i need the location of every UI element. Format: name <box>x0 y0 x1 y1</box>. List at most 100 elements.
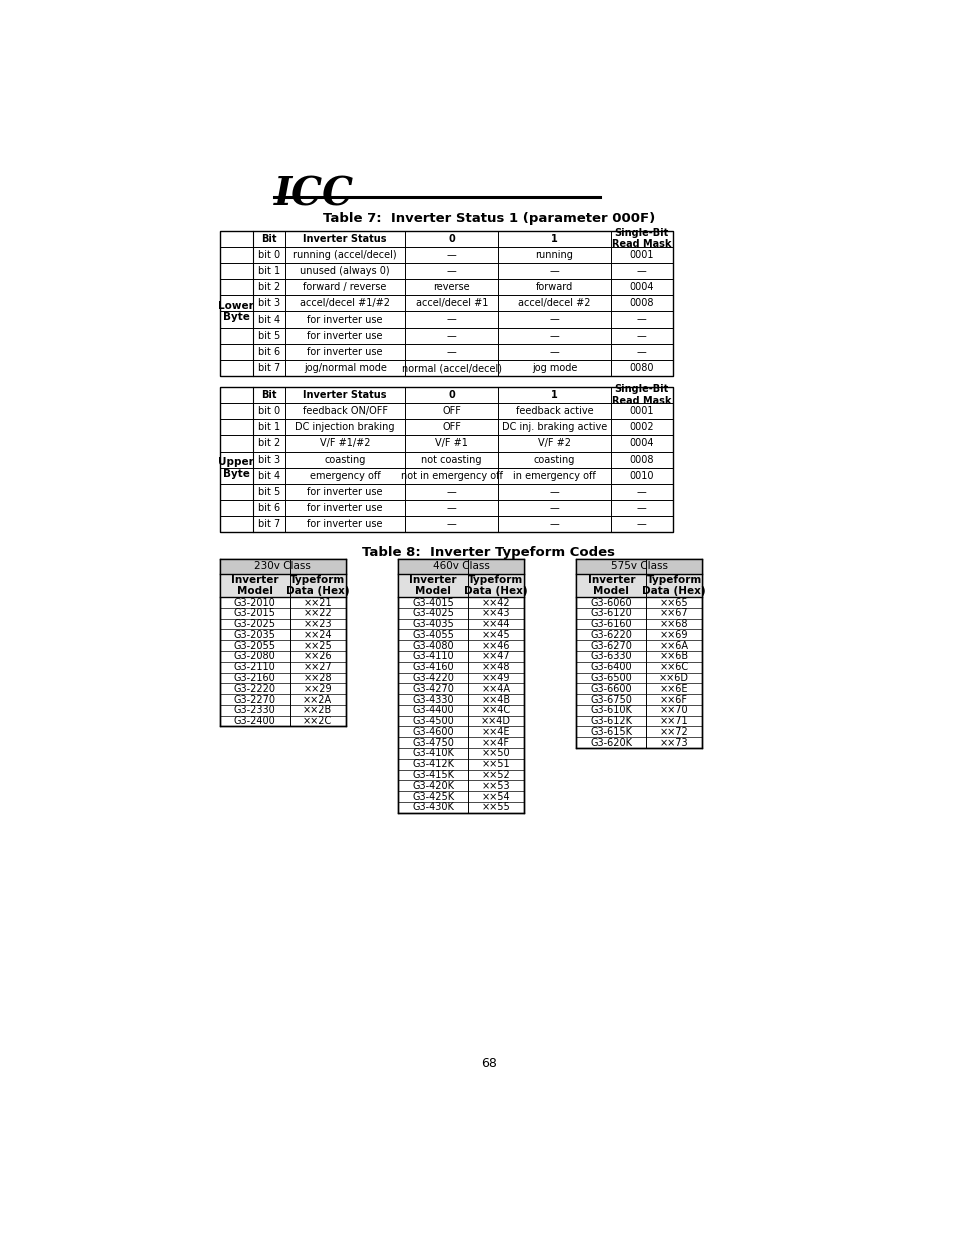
Text: for inverter use: for inverter use <box>307 347 382 357</box>
Text: ××72: ××72 <box>659 727 688 737</box>
Text: 575v Class: 575v Class <box>610 562 667 572</box>
Text: G3-420K: G3-420K <box>412 781 454 790</box>
Text: ××51: ××51 <box>481 760 510 769</box>
Text: G3-615K: G3-615K <box>590 727 632 737</box>
Text: Single-Bit
Read Mask: Single-Bit Read Mask <box>611 384 671 406</box>
Text: DC injection braking: DC injection braking <box>295 422 395 432</box>
Text: Inverter Status: Inverter Status <box>303 390 387 400</box>
Text: ××6F: ××6F <box>659 694 687 704</box>
Bar <box>397 558 523 574</box>
Text: Bit: Bit <box>261 390 276 400</box>
Text: —: — <box>446 249 456 259</box>
Text: 0001: 0001 <box>629 249 653 259</box>
Text: 0080: 0080 <box>629 363 653 373</box>
Text: bit 5: bit 5 <box>257 331 279 341</box>
Text: ××47: ××47 <box>481 651 510 662</box>
Text: ××6C: ××6C <box>659 662 688 672</box>
Text: G3-4500: G3-4500 <box>412 716 454 726</box>
Text: G3-4400: G3-4400 <box>412 705 454 715</box>
Text: ××4E: ××4E <box>481 727 510 737</box>
Text: —: — <box>446 266 456 275</box>
Text: for inverter use: for inverter use <box>307 503 382 514</box>
Text: 0008: 0008 <box>629 454 653 464</box>
Text: G3-6500: G3-6500 <box>590 673 632 683</box>
Text: accel/decel #2: accel/decel #2 <box>517 299 590 309</box>
Text: bit 4: bit 4 <box>257 471 279 480</box>
Text: coasting: coasting <box>324 454 365 464</box>
Text: G3-2080: G3-2080 <box>233 651 275 662</box>
Text: G3-2025: G3-2025 <box>233 619 275 629</box>
Text: ××69: ××69 <box>659 630 688 640</box>
Text: ××49: ××49 <box>481 673 510 683</box>
Text: not in emergency off: not in emergency off <box>400 471 502 480</box>
Text: G3-2015: G3-2015 <box>233 609 275 619</box>
Text: —: — <box>636 487 646 496</box>
Text: 0008: 0008 <box>629 299 653 309</box>
Text: ××6B: ××6B <box>659 651 688 662</box>
Text: 460v Class: 460v Class <box>432 562 489 572</box>
Text: for inverter use: for inverter use <box>307 331 382 341</box>
Text: Bit: Bit <box>261 233 276 243</box>
Text: Single-Bit
Read Mask: Single-Bit Read Mask <box>611 228 671 249</box>
Text: accel/decel #1/#2: accel/decel #1/#2 <box>300 299 390 309</box>
Text: ××54: ××54 <box>481 792 510 802</box>
Text: G3-4220: G3-4220 <box>412 673 454 683</box>
Text: ××6E: ××6E <box>659 684 688 694</box>
Text: G3-412K: G3-412K <box>412 760 454 769</box>
Text: ××2A: ××2A <box>303 694 332 704</box>
Text: bit 6: bit 6 <box>257 503 279 514</box>
Text: 68: 68 <box>480 1057 497 1070</box>
Text: G3-612K: G3-612K <box>590 716 632 726</box>
Bar <box>397 574 523 597</box>
Text: for inverter use: for inverter use <box>307 315 382 325</box>
Text: ××43: ××43 <box>481 609 510 619</box>
Text: G3-6120: G3-6120 <box>590 609 632 619</box>
Text: ××23: ××23 <box>303 619 332 629</box>
Text: G3-6750: G3-6750 <box>590 694 632 704</box>
Bar <box>576 558 701 748</box>
Text: —: — <box>446 520 456 530</box>
Text: running: running <box>535 249 573 259</box>
Text: G3-2220: G3-2220 <box>233 684 275 694</box>
Text: ××55: ××55 <box>481 803 510 813</box>
Text: —: — <box>446 331 456 341</box>
Text: forward: forward <box>536 282 573 293</box>
Text: Table 7:  Inverter Status 1 (parameter 000F): Table 7: Inverter Status 1 (parameter 00… <box>322 212 655 225</box>
Text: ××44: ××44 <box>481 619 510 629</box>
Text: 1: 1 <box>551 233 558 243</box>
Text: Upper
Byte: Upper Byte <box>218 457 253 478</box>
Text: jog mode: jog mode <box>531 363 577 373</box>
Text: G3-4160: G3-4160 <box>412 662 454 672</box>
Text: ××24: ××24 <box>303 630 332 640</box>
Text: G3-2010: G3-2010 <box>233 598 275 608</box>
Text: G3-4080: G3-4080 <box>412 641 454 651</box>
Text: Typeform
Data (Hex): Typeform Data (Hex) <box>463 574 527 597</box>
Text: G3-2110: G3-2110 <box>233 662 275 672</box>
Text: 0004: 0004 <box>629 282 653 293</box>
Text: G3-4015: G3-4015 <box>412 598 454 608</box>
Text: Typeform
Data (Hex): Typeform Data (Hex) <box>286 574 349 597</box>
Text: 0010: 0010 <box>629 471 653 480</box>
Text: V/F #1: V/F #1 <box>435 438 468 448</box>
Text: ××50: ××50 <box>481 748 510 758</box>
Text: forward / reverse: forward / reverse <box>303 282 387 293</box>
Text: ××68: ××68 <box>659 619 688 629</box>
Text: ××27: ××27 <box>303 662 332 672</box>
Text: G3-6060: G3-6060 <box>590 598 632 608</box>
Text: 0: 0 <box>448 233 455 243</box>
Text: —: — <box>636 503 646 514</box>
Text: G3-2270: G3-2270 <box>233 694 275 704</box>
Text: G3-610K: G3-610K <box>590 705 632 715</box>
Text: ××6A: ××6A <box>659 641 688 651</box>
Text: ××46: ××46 <box>481 641 510 651</box>
Text: normal (accel/decel): normal (accel/decel) <box>401 363 501 373</box>
Text: ××28: ××28 <box>303 673 332 683</box>
Text: G3-2055: G3-2055 <box>233 641 275 651</box>
Text: G3-4750: G3-4750 <box>412 737 454 747</box>
Bar <box>576 558 701 574</box>
Text: ××65: ××65 <box>659 598 688 608</box>
Text: V/F #2: V/F #2 <box>537 438 570 448</box>
Text: —: — <box>549 503 558 514</box>
Text: G3-6220: G3-6220 <box>590 630 632 640</box>
Text: G3-6600: G3-6600 <box>590 684 632 694</box>
